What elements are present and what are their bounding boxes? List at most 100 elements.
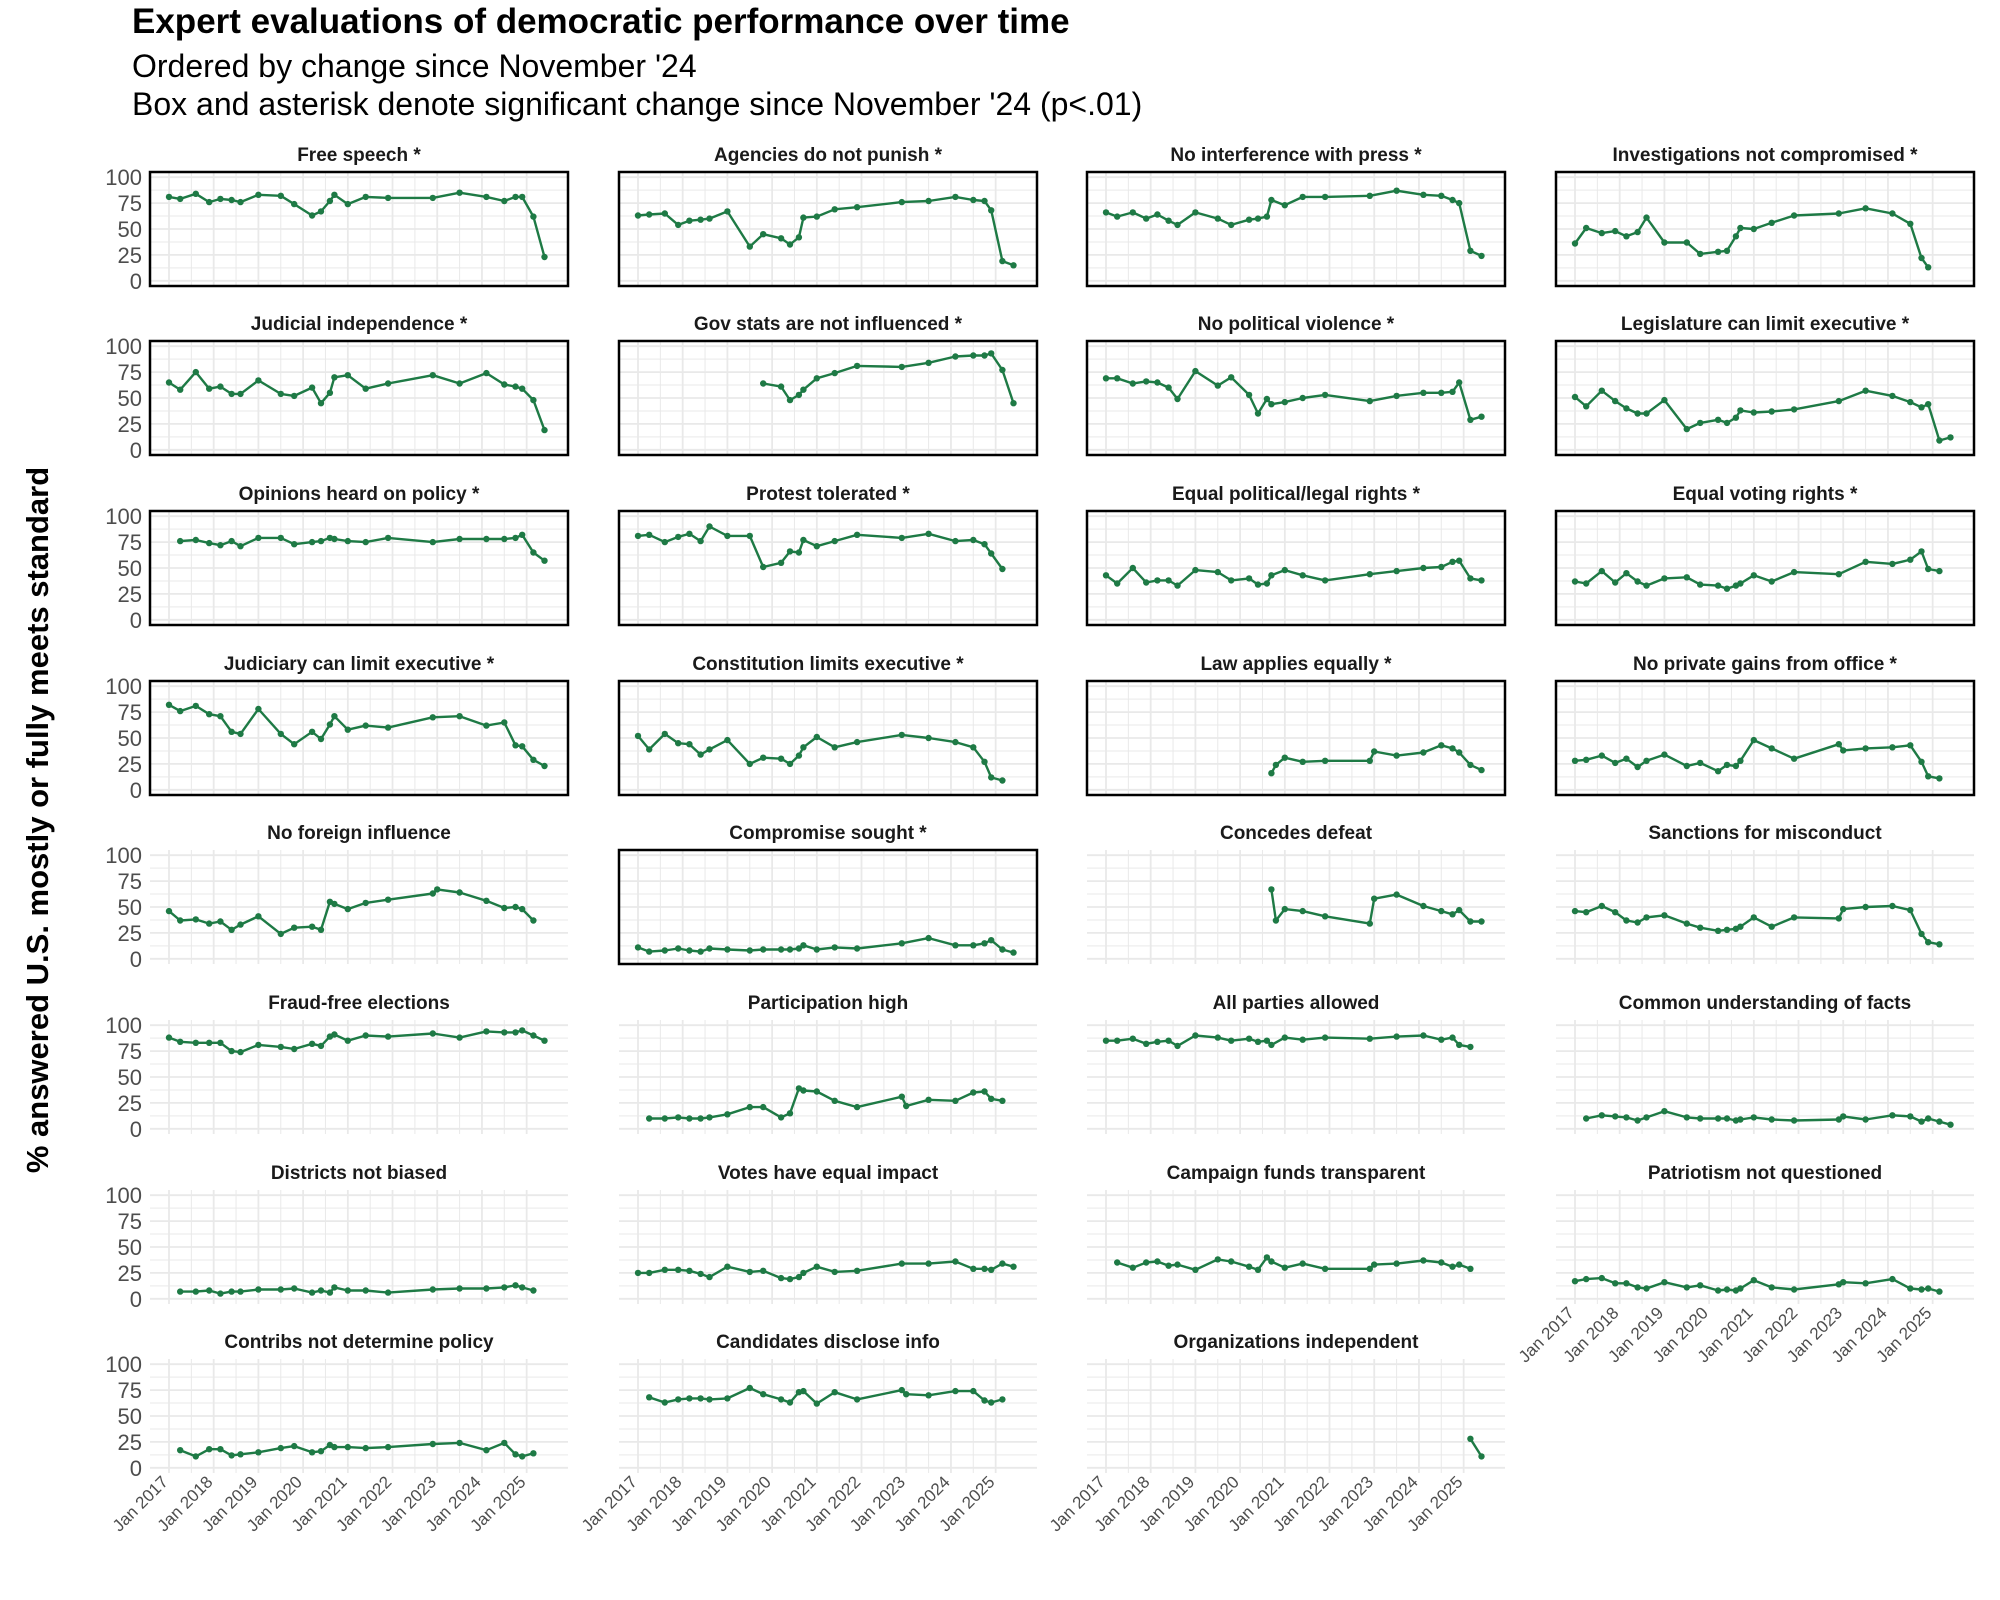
- data-point: [1612, 579, 1619, 586]
- data-point: [308, 1289, 316, 1296]
- data-point: [646, 746, 653, 753]
- data-point: [1634, 919, 1641, 926]
- data-point: [501, 197, 508, 205]
- data-point: [813, 213, 820, 220]
- data-point: [1268, 196, 1275, 204]
- data-point: [228, 1288, 235, 1295]
- data-point: [530, 549, 537, 556]
- data-point: [165, 193, 173, 201]
- y-tick-label: 75: [118, 360, 142, 385]
- data-point: [800, 386, 807, 393]
- data-point: [981, 940, 988, 947]
- data-point: [999, 946, 1006, 953]
- data-point: [512, 1029, 519, 1036]
- data-point: [800, 1087, 807, 1094]
- data-point: [786, 548, 794, 555]
- data-point: [1889, 744, 1896, 751]
- data-point: [777, 946, 785, 953]
- data-point: [1918, 254, 1925, 262]
- data-point: [1143, 378, 1150, 385]
- data-point: [634, 1269, 642, 1277]
- data-point: [501, 535, 508, 543]
- significance-box: [1554, 339, 1976, 457]
- data-point: [501, 1439, 508, 1447]
- data-point: [530, 1032, 537, 1039]
- series-line: [1469, 1438, 1483, 1458]
- data-point: [831, 206, 838, 213]
- panel-title: Law applies equally *: [1200, 654, 1392, 675]
- data-point: [1281, 398, 1289, 406]
- data-point: [1102, 209, 1110, 216]
- y-tick-label: 0: [130, 269, 142, 294]
- y-tick-label: 100: [105, 1183, 142, 1208]
- data-point: [1449, 911, 1456, 918]
- data-point: [786, 241, 794, 248]
- data-point: [255, 1286, 262, 1293]
- significance-box: [617, 509, 1039, 627]
- data-point: [1420, 1032, 1427, 1039]
- data-point: [1661, 396, 1668, 404]
- data-point: [1612, 227, 1619, 235]
- data-point: [1245, 575, 1253, 582]
- data-point: [362, 1287, 369, 1294]
- data-point: [1467, 761, 1474, 769]
- data-point: [1661, 1279, 1668, 1286]
- data-point: [277, 534, 284, 542]
- data-point: [1623, 233, 1630, 240]
- data-point: [646, 1394, 653, 1401]
- data-point: [831, 537, 838, 545]
- data-point: [177, 1038, 184, 1046]
- data-point: [1245, 391, 1253, 399]
- data-point: [1714, 416, 1722, 423]
- data-point: [981, 197, 988, 205]
- data-point: [429, 538, 436, 546]
- data-point: [1598, 567, 1606, 575]
- data-point: [1366, 397, 1374, 405]
- y-tick-label: 75: [118, 1039, 142, 1064]
- data-point: [277, 1043, 284, 1051]
- data-point: [362, 1444, 369, 1452]
- data-point: [1623, 570, 1630, 577]
- data-point: [1907, 906, 1914, 914]
- data-point: [1228, 221, 1235, 229]
- data-point: [760, 1267, 767, 1275]
- data-point: [1281, 1264, 1289, 1271]
- data-point: [530, 213, 537, 220]
- data-point: [800, 942, 807, 949]
- data-point: [1862, 903, 1869, 911]
- data-point: [1697, 581, 1704, 588]
- data-point: [1835, 915, 1843, 922]
- data-point: [1840, 747, 1847, 754]
- data-point: [1583, 909, 1590, 916]
- series-line: [180, 533, 546, 562]
- data-point: [898, 363, 905, 371]
- data-point: [1768, 923, 1775, 930]
- data-point: [1714, 927, 1722, 934]
- data-point: [291, 200, 298, 208]
- data-point: [800, 214, 807, 221]
- data-point: [675, 1396, 682, 1403]
- data-point: [746, 532, 753, 540]
- data-point: [456, 1439, 463, 1447]
- data-point: [237, 1451, 244, 1458]
- panel-title: Districts not biased: [271, 1163, 447, 1184]
- data-point: [1010, 262, 1017, 269]
- data-point: [952, 1258, 959, 1265]
- data-point: [1102, 375, 1110, 382]
- data-point: [1643, 914, 1650, 921]
- data-point: [1366, 571, 1374, 578]
- data-point: [344, 905, 351, 913]
- data-point: [456, 380, 463, 387]
- data-point: [800, 536, 807, 544]
- data-point: [1661, 575, 1668, 582]
- data-point: [331, 374, 338, 381]
- data-point: [999, 366, 1006, 374]
- data-point: [1371, 895, 1378, 902]
- data-point: [800, 1269, 807, 1277]
- panel-title: No political violence *: [1198, 314, 1395, 335]
- data-point: [1268, 770, 1275, 777]
- data-point: [1456, 749, 1463, 756]
- panel-title: Votes have equal impact: [718, 1163, 939, 1184]
- data-point: [362, 722, 369, 729]
- data-point: [813, 946, 820, 953]
